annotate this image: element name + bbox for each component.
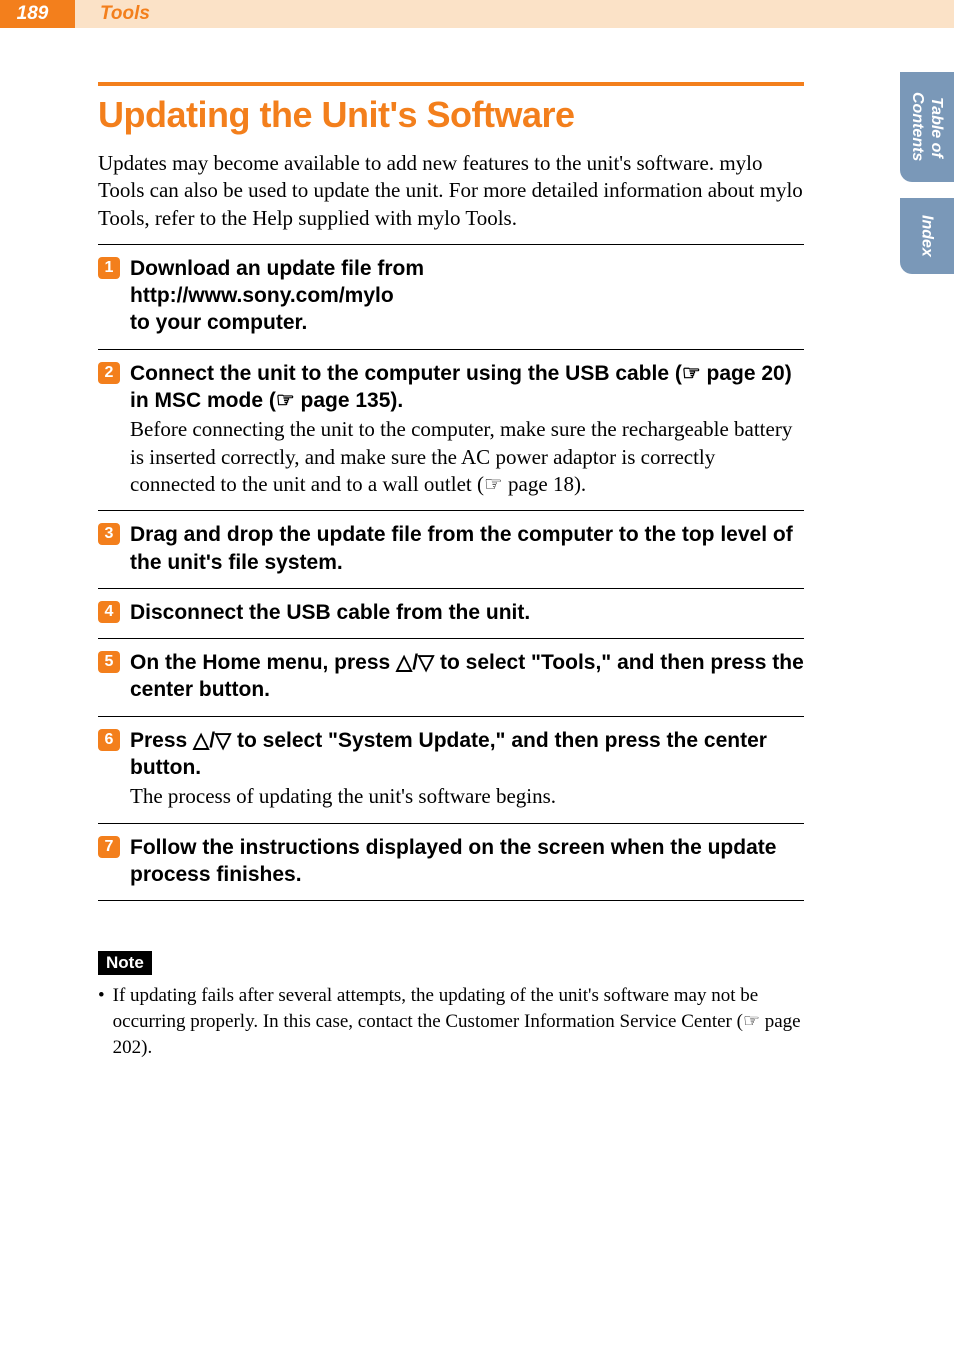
step-title: Drag and drop the update file from the c… xyxy=(130,521,804,576)
step-7: 7 Follow the instructions displayed on t… xyxy=(98,834,804,889)
step-body: Connect the unit to the computer using t… xyxy=(130,360,804,498)
page-title: Updating the Unit's Software xyxy=(98,94,804,136)
step-description: The process of updating the unit's softw… xyxy=(130,783,804,810)
divider xyxy=(98,349,804,350)
page-header: 189 Tools xyxy=(0,0,954,28)
step-6: 6 Press △/▽ to select "System Update," a… xyxy=(98,727,804,811)
step-2: 2 Connect the unit to the computer using… xyxy=(98,360,804,498)
step-body: Follow the instructions displayed on the… xyxy=(130,834,804,889)
section-name: Tools xyxy=(75,0,954,28)
divider xyxy=(98,588,804,589)
step-title: Press △/▽ to select "System Update," and… xyxy=(130,727,804,782)
divider xyxy=(98,638,804,639)
step-4: 4 Disconnect the USB cable from the unit… xyxy=(98,599,804,626)
step-body: Press △/▽ to select "System Update," and… xyxy=(130,727,804,811)
page-content: Updating the Unit's Software Updates may… xyxy=(98,82,804,1060)
step-title: Download an update file from http://www.… xyxy=(130,255,804,337)
divider xyxy=(98,823,804,824)
step-title: Connect the unit to the computer using t… xyxy=(130,360,804,415)
divider xyxy=(98,900,804,901)
step-number-badge: 6 xyxy=(98,729,120,751)
step-title-line: Download an update file from xyxy=(130,257,424,280)
divider xyxy=(98,244,804,245)
step-number-badge: 3 xyxy=(98,523,120,545)
note-label: Note xyxy=(98,951,152,975)
intro-paragraph: Updates may become available to add new … xyxy=(98,150,804,232)
step-3: 3 Drag and drop the update file from the… xyxy=(98,521,804,576)
step-title: On the Home menu, press △/▽ to select "T… xyxy=(130,649,804,704)
note-list: • If updating fails after several attemp… xyxy=(98,983,804,1060)
step-title-line: to your computer. xyxy=(130,311,307,334)
step-title: Disconnect the USB cable from the unit. xyxy=(130,599,804,626)
step-body: Download an update file from http://www.… xyxy=(130,255,804,337)
side-tabs: Table of Contents Index xyxy=(900,72,954,290)
step-number-badge: 2 xyxy=(98,362,120,384)
step-body: Disconnect the USB cable from the unit. xyxy=(130,599,804,626)
divider xyxy=(98,716,804,717)
divider xyxy=(98,510,804,511)
step-5: 5 On the Home menu, press △/▽ to select … xyxy=(98,649,804,704)
step-number-badge: 7 xyxy=(98,836,120,858)
bullet-icon: • xyxy=(98,983,105,1009)
step-number-badge: 1 xyxy=(98,257,120,279)
step-title: Follow the instructions displayed on the… xyxy=(130,834,804,889)
tab-table-of-contents[interactable]: Table of Contents xyxy=(900,72,954,182)
step-number-badge: 4 xyxy=(98,601,120,623)
tab-index[interactable]: Index xyxy=(900,198,954,274)
title-rule xyxy=(98,82,804,86)
note-text: If updating fails after several attempts… xyxy=(113,983,804,1060)
step-title-url: http://www.sony.com/mylo xyxy=(130,284,394,307)
page-number: 189 xyxy=(0,0,75,28)
step-body: Drag and drop the update file from the c… xyxy=(130,521,804,576)
note-item: • If updating fails after several attemp… xyxy=(98,983,804,1060)
step-1: 1 Download an update file from http://ww… xyxy=(98,255,804,337)
step-number-badge: 5 xyxy=(98,651,120,673)
step-body: On the Home menu, press △/▽ to select "T… xyxy=(130,649,804,704)
step-description: Before connecting the unit to the comput… xyxy=(130,416,804,498)
